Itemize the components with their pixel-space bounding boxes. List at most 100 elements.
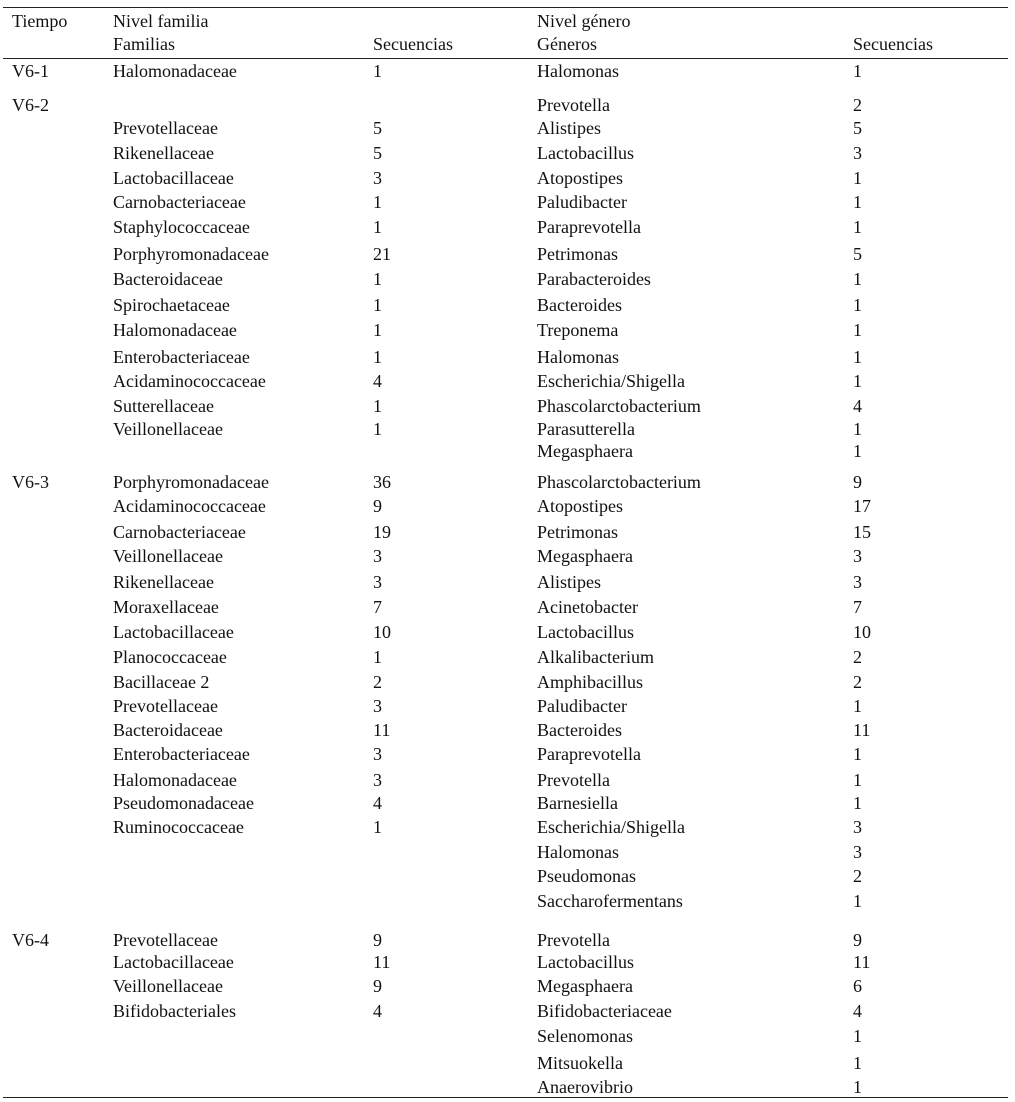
- familia-name: Bacteroidaceae: [113, 269, 223, 289]
- familia-secuencias: 5: [373, 143, 382, 163]
- genero-name: Paludibacter: [537, 192, 627, 212]
- genero-name: Prevotella: [537, 930, 610, 950]
- genero-secuencias: 1: [853, 168, 862, 188]
- familia-secuencias: 3: [373, 168, 382, 188]
- familia-name: Spirochaetaceae: [113, 295, 230, 315]
- familia-name: Rikenellaceae: [113, 572, 214, 592]
- genero-secuencias: 7: [853, 597, 862, 617]
- genero-name: Petrimonas: [537, 244, 618, 264]
- genero-secuencias: 5: [853, 118, 862, 138]
- genero-name: Alistipes: [537, 572, 602, 592]
- familia-name: Lactobacillaceae: [113, 168, 234, 188]
- genero-name: Amphibacillus: [537, 672, 643, 692]
- genero-name: Atopostipes: [537, 496, 624, 516]
- familia-name: Prevotellaceae: [113, 118, 218, 138]
- familia-secuencias: 10: [373, 622, 391, 642]
- genero-secuencias: 11: [853, 720, 871, 740]
- tiempo-label: V6-4: [12, 930, 49, 950]
- familia-name: Bifidobacteriales: [113, 1001, 236, 1021]
- genero-secuencias: 6: [853, 976, 862, 996]
- genero-name: Acinetobacter: [537, 597, 638, 617]
- genero-secuencias: 2: [853, 647, 862, 667]
- header-secuencias-genero: Secuencias: [853, 34, 933, 54]
- genero-name: Lactobacillus: [537, 622, 634, 642]
- familia-secuencias: 1: [373, 61, 382, 81]
- familia-secuencias: 11: [373, 952, 391, 972]
- genero-name: Selenomonas: [537, 1026, 633, 1046]
- genero-secuencias: 5: [853, 244, 862, 264]
- genero-secuencias: 2: [853, 95, 862, 115]
- genero-name: Pseudomonas: [537, 866, 636, 886]
- familia-name: Rikenellaceae: [113, 143, 214, 163]
- genero-secuencias: 1: [853, 419, 862, 439]
- genero-secuencias: 1: [853, 744, 862, 764]
- familia-secuencias: 1: [373, 419, 382, 439]
- genero-name: Megasphaera: [537, 976, 633, 996]
- genero-name: Halomonas: [537, 347, 619, 367]
- familia-name: Acidaminococcaceae: [113, 371, 266, 391]
- familia-secuencias: 2: [373, 672, 382, 692]
- familia-name: Enterobacteriaceae: [113, 744, 250, 764]
- genero-secuencias: 1: [853, 295, 862, 315]
- familia-name: Lactobacillaceae: [113, 952, 234, 972]
- genero-name: Bifidobacteriaceae: [537, 1001, 672, 1021]
- genero-name: Lactobacillus: [537, 143, 634, 163]
- familia-secuencias: 1: [373, 295, 382, 315]
- genero-secuencias: 4: [853, 396, 862, 416]
- genero-name: Anaerovibrio: [537, 1077, 633, 1097]
- genero-secuencias: 1: [853, 320, 862, 340]
- genero-secuencias: 2: [853, 866, 862, 886]
- familia-name: Lactobacillaceae: [113, 622, 234, 642]
- familia-secuencias: 4: [373, 793, 382, 813]
- familia-name: Ruminococcaceae: [113, 817, 244, 837]
- genero-name: Megasphaera: [537, 546, 633, 566]
- genero-name: Bacteroides: [537, 295, 622, 315]
- genero-secuencias: 10: [853, 622, 871, 642]
- familia-name: Planococcaceae: [113, 647, 227, 667]
- familia-secuencias: 11: [373, 720, 391, 740]
- familia-secuencias: 7: [373, 597, 382, 617]
- top-rule: [3, 7, 1008, 8]
- genero-name: Halomonas: [537, 61, 619, 81]
- familia-secuencias: 3: [373, 546, 382, 566]
- genero-name: Barnesiella: [537, 793, 618, 813]
- familia-name: Moraxellaceae: [113, 597, 219, 617]
- genero-secuencias: 3: [853, 546, 862, 566]
- genero-name: Paraprevotella: [537, 744, 641, 764]
- familia-secuencias: 1: [373, 192, 382, 212]
- genero-secuencias: 1: [853, 1053, 862, 1073]
- header-nivel-genero: Nivel género: [537, 11, 631, 31]
- genero-name: Mitsuokella: [537, 1053, 623, 1073]
- tiempo-label: V6-1: [12, 61, 49, 81]
- familia-name: Halomonadaceae: [113, 61, 237, 81]
- familia-name: Veillonellaceae: [113, 976, 223, 996]
- genero-secuencias: 1: [853, 1077, 862, 1097]
- familia-name: Halomonadaceae: [113, 320, 237, 340]
- genero-secuencias: 3: [853, 572, 862, 592]
- familia-secuencias: 3: [373, 572, 382, 592]
- genero-secuencias: 1: [853, 793, 862, 813]
- genero-secuencias: 1: [853, 371, 862, 391]
- genero-secuencias: 1: [853, 1026, 862, 1046]
- familia-name: Acidaminococcaceae: [113, 496, 266, 516]
- familia-name: Porphyromonadaceae: [113, 472, 269, 492]
- familia-secuencias: 5: [373, 118, 382, 138]
- header-nivel-familia: Nivel familia: [113, 11, 209, 31]
- tiempo-label: V6-2: [12, 95, 49, 115]
- genero-name: Paraprevotella: [537, 217, 641, 237]
- genero-name: Prevotella: [537, 770, 610, 790]
- familia-secuencias: 36: [373, 472, 391, 492]
- familia-secuencias: 9: [373, 976, 382, 996]
- genero-name: Paludibacter: [537, 696, 627, 716]
- familia-name: Prevotellaceae: [113, 930, 218, 950]
- familia-name: Bacteroidaceae: [113, 720, 223, 740]
- familia-name: Halomonadaceae: [113, 770, 237, 790]
- familia-name: Veillonellaceae: [113, 419, 223, 439]
- genero-name: Bacteroides: [537, 720, 622, 740]
- genero-name: Megasphaera: [537, 441, 633, 461]
- familia-secuencias: 9: [373, 930, 382, 950]
- genero-name: Lactobacillus: [537, 952, 634, 972]
- genero-name: Alkalibacterium: [537, 647, 654, 667]
- familia-secuencias: 9: [373, 496, 382, 516]
- genero-name: Phascolarctobacterium: [537, 396, 701, 416]
